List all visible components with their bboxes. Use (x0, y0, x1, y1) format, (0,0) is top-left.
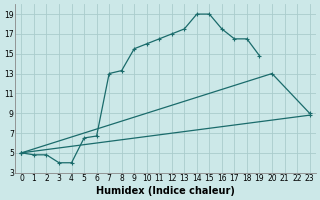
X-axis label: Humidex (Indice chaleur): Humidex (Indice chaleur) (96, 186, 235, 196)
